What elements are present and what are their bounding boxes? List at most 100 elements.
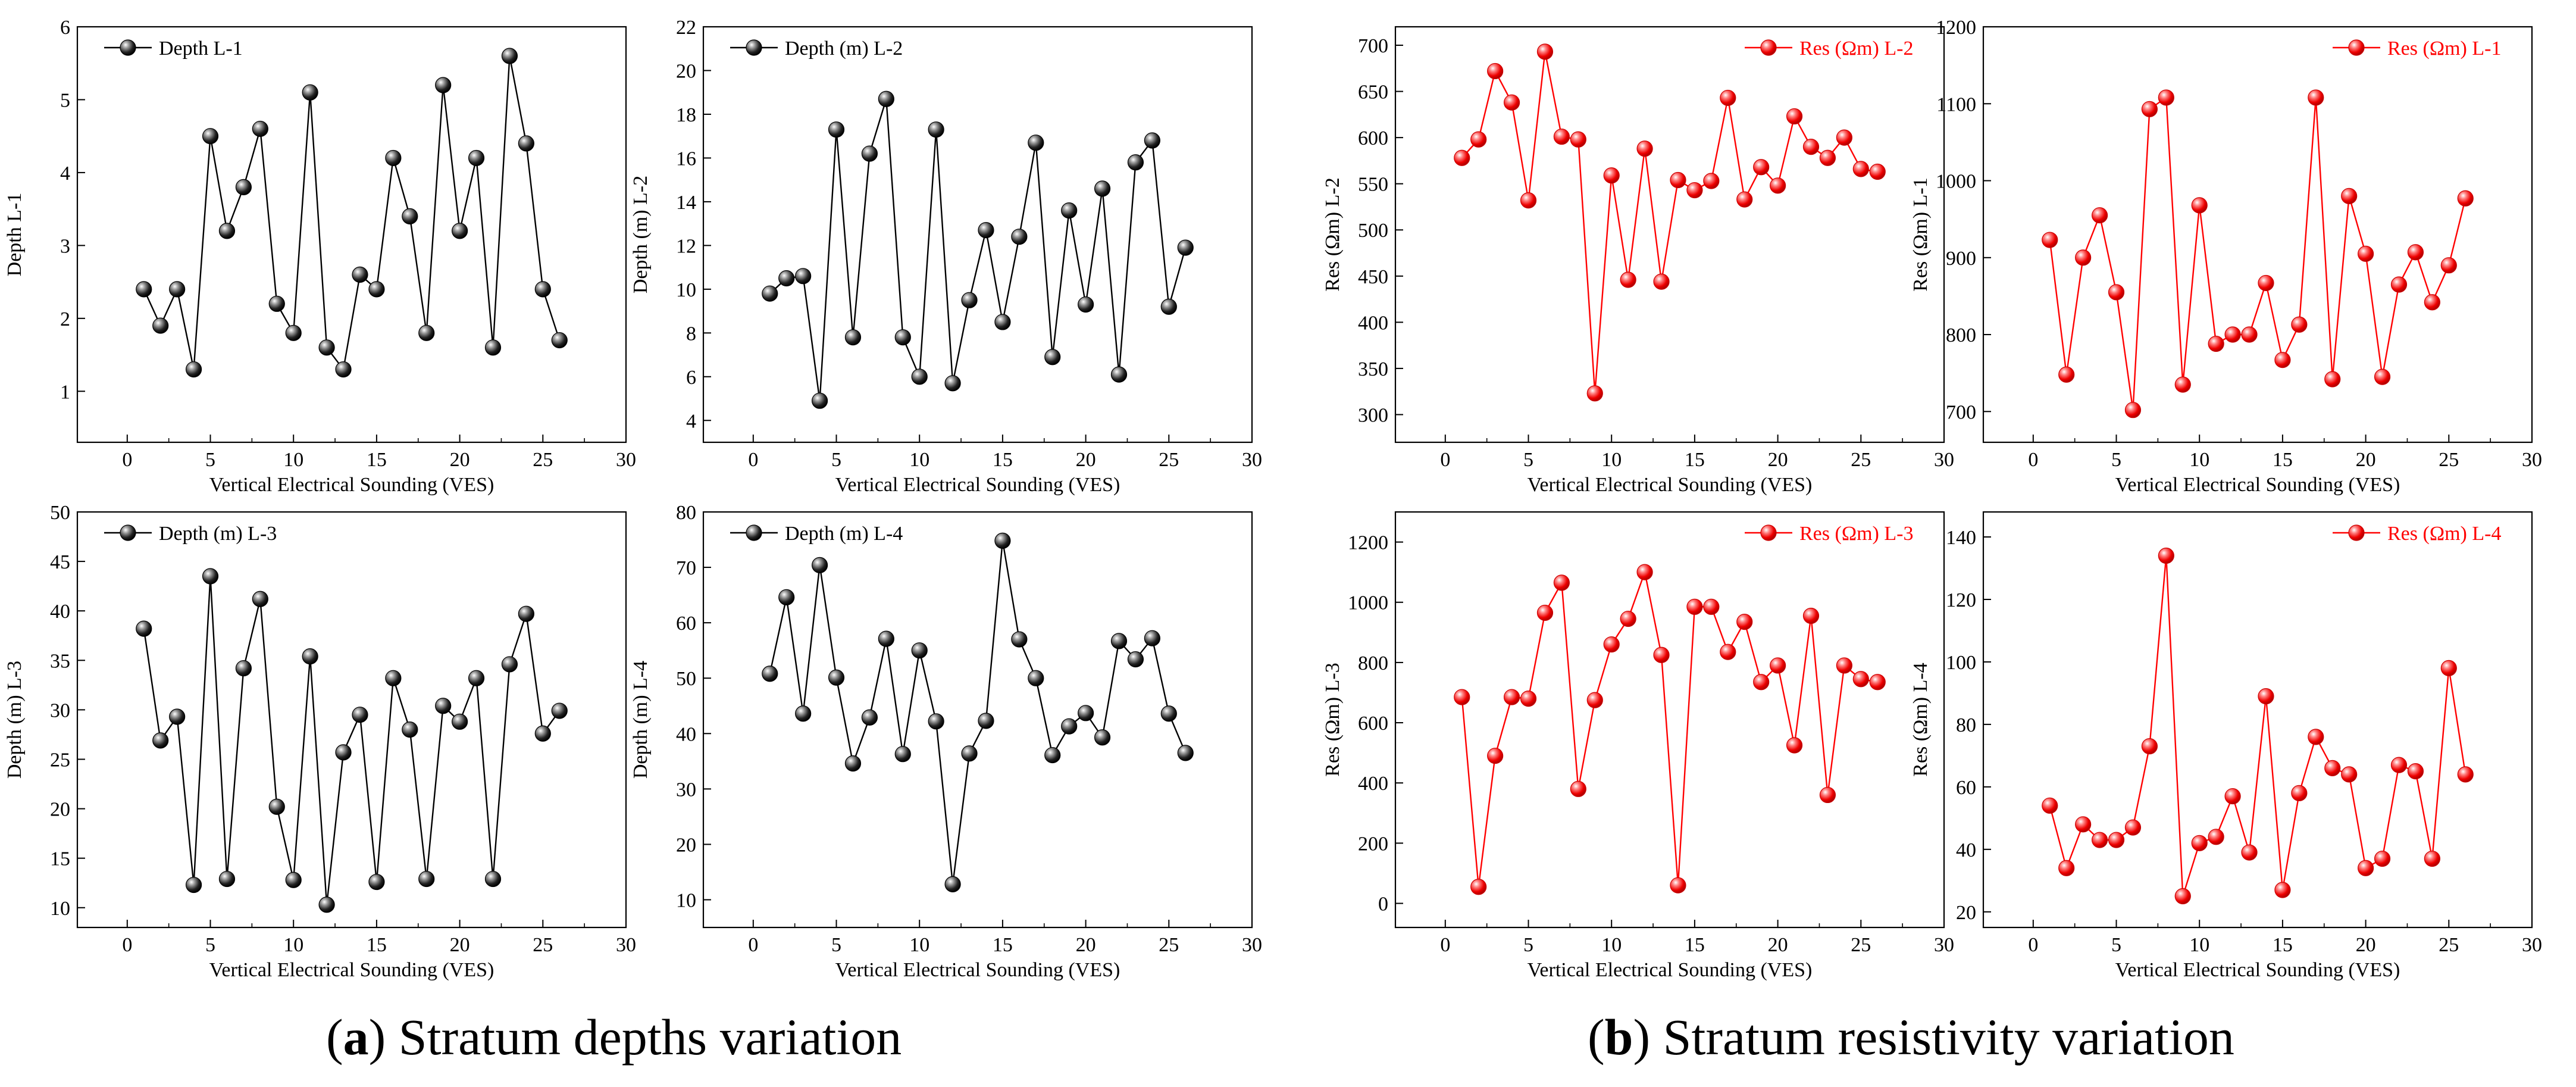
res-l1-point: [2291, 316, 2308, 333]
res-l1-point: [2258, 274, 2274, 292]
depth-l2-point: [978, 222, 994, 239]
res-l2-xlabel: Vertical Electrical Sounding (VES): [1528, 474, 1813, 496]
depth-l4-point: [1094, 729, 1111, 746]
depth-l4-ytick-label: 20: [676, 834, 696, 856]
res-l4-xtick-label: 0: [2028, 934, 2038, 956]
depth-l3-point: [235, 660, 252, 677]
res-l1-xtick-label: 5: [2111, 449, 2121, 471]
depth-l2-point: [844, 329, 862, 346]
res-l1-point: [2440, 257, 2457, 274]
depth-l3-point: [452, 713, 468, 730]
res-l1-xtick-label: 10: [2189, 449, 2209, 471]
res-l2-point: [1553, 128, 1570, 145]
depth-l2-point: [1160, 298, 1177, 315]
depth-l1-xtick-label: 20: [450, 449, 470, 471]
res-l2-ytick-label: 450: [1358, 266, 1388, 288]
depth-l3-point: [518, 605, 534, 622]
res-l3-xtick-label: 0: [1440, 934, 1450, 956]
depth-l4-point: [811, 557, 828, 573]
res-l4-frame: [1982, 511, 2533, 929]
depth-l3-point: [202, 568, 219, 585]
depth-l1-series-line: [143, 55, 561, 371]
depth-l1-point: [202, 128, 219, 145]
depth-l1-point: [468, 149, 485, 167]
res-l3-ytick-label: 1000: [1348, 592, 1388, 614]
res-l2-point: [1487, 63, 1504, 80]
res-l2-point: [1670, 171, 1686, 189]
depth-l1-point: [484, 339, 502, 356]
res-l4-point: [2208, 829, 2224, 845]
depth-l3-point: [468, 670, 485, 686]
depth-l2-xtick-label: 5: [831, 449, 841, 471]
depth-l3-ytick-label: 10: [50, 898, 70, 920]
depth-l2-point: [1078, 296, 1094, 313]
depth-l4-ytick-label: 40: [676, 723, 696, 745]
depth-l4-ytick-label: 60: [676, 613, 696, 635]
res-l1-point: [2390, 276, 2408, 293]
res-l1-point: [2075, 249, 2092, 266]
res-l4-point: [2440, 660, 2457, 677]
res-l1-point: [2208, 335, 2224, 352]
depth-l1-frame: [76, 26, 627, 443]
depth-l1-point: [302, 84, 318, 101]
chart-res-l3: 0 5 10 15 20 25 30 0 200 400 600 800 1000 1200 Vertica…: [1322, 511, 1954, 981]
depth-l1-point: [534, 281, 551, 298]
depth-l1-point: [318, 339, 335, 356]
depth-l4-xtick-label: 10: [909, 934, 929, 956]
depth-l3-xtick-label: 25: [533, 934, 553, 956]
res-l1-point: [2324, 371, 2341, 388]
res-l4-xtick-label: 15: [2273, 934, 2293, 956]
res-l2-point: [1836, 129, 1852, 146]
depth-l4-point: [1044, 746, 1061, 764]
res-l3-point: [1786, 737, 1803, 754]
depth-l3-point: [185, 876, 202, 894]
depth-l3-ytick-label: 15: [50, 848, 70, 870]
res-l1-ytick-label: 1000: [1936, 171, 1976, 193]
depth-l1-point: [218, 223, 236, 239]
res-l4-ytick-label: 100: [1946, 652, 1976, 674]
depth-l1-point: [368, 281, 385, 298]
depth-l2-ytick-label: 6: [686, 367, 696, 389]
depth-l4-point: [878, 630, 894, 647]
res-l3-point: [1536, 604, 1554, 621]
depth-l2-ylabel: Depth (m) L-2: [630, 176, 652, 293]
res-l3-ytick-label: 0: [1378, 894, 1388, 916]
depth-l2-xtick-label: 20: [1076, 449, 1096, 471]
depth-l2-point: [1127, 154, 1144, 171]
res-l3-xtick-label: 10: [1601, 934, 1622, 956]
res-l2-ytick-label: 500: [1358, 220, 1388, 242]
depth-l3-point: [418, 870, 435, 888]
depth-l1-legend-marker: [120, 39, 136, 56]
res-l1-xtick-label: 15: [2273, 449, 2293, 471]
depth-l2-xtick-label: 15: [993, 449, 1013, 471]
res-l4-xlabel: Vertical Electrical Sounding (VES): [2115, 959, 2400, 981]
depth-l2-point: [1011, 229, 1028, 245]
res-l2-xtick-label: 10: [1601, 449, 1622, 471]
depth-l4-point: [1011, 631, 1028, 648]
res-l1-xtick-label: 0: [2028, 449, 2038, 471]
res-l3-point: [1686, 598, 1703, 615]
res-l1-point: [2308, 89, 2324, 106]
depth-l1-ytick-label: 6: [60, 17, 70, 39]
res-l3-point: [1770, 657, 1786, 674]
res-l3-point: [1869, 674, 1886, 691]
depth-l1-point: [185, 361, 202, 378]
res-l2-xtick-label: 30: [1934, 449, 1954, 471]
depth-l2-xtick-label: 0: [748, 449, 758, 471]
depth-l1-ytick-label: 1: [60, 381, 70, 403]
res-l3-point: [1836, 657, 1852, 674]
res-l2-point: [1536, 43, 1554, 60]
res-l4-point: [2191, 835, 2208, 851]
depth-l4-xtick-label: 5: [831, 934, 841, 956]
depth-l1-point: [335, 361, 352, 378]
res-l3-point: [1570, 780, 1586, 797]
res-l4-point: [2174, 888, 2191, 905]
res-l2-legend-marker: [1760, 39, 1777, 56]
depth-l4-point: [1144, 630, 1160, 646]
depth-l4-series-line: [769, 541, 1187, 885]
depth-l4-point: [1028, 670, 1044, 686]
depth-l1-legend-label: Depth L-1: [159, 38, 243, 60]
depth-l3-xtick-label: 10: [283, 934, 303, 956]
depth-l2-point: [911, 368, 928, 385]
